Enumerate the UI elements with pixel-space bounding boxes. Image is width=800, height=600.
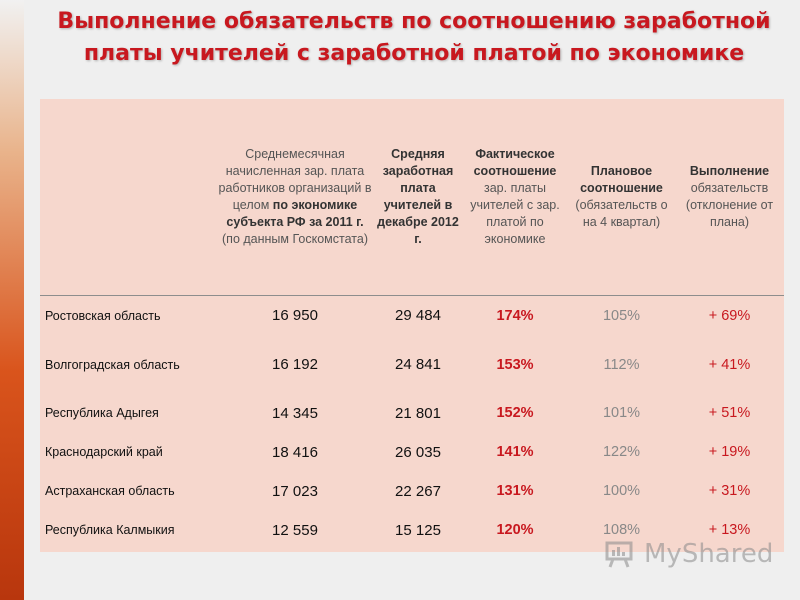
region-name: Волгоградская область [40, 335, 216, 394]
header-actual-ratio: Фактическое соотношение зар. платы учите… [462, 99, 568, 296]
header-teacher-wage: Средняя заработная плата учителей в дека… [374, 99, 462, 296]
actual-ratio-value: 120% [462, 510, 568, 549]
slide-title-line-1: Выполнение обязательств по соотношению з… [57, 9, 771, 34]
region-name: Ростовская область [40, 295, 216, 336]
planned-ratio-value: 100% [568, 471, 675, 511]
slide-title-line-2: платы учителей с заработной платой по эк… [83, 41, 745, 66]
teacher-wage-value: 26 035 [374, 432, 462, 472]
header-avg-wage-pre: Среднемесячная начисленная зар. плата ра… [218, 147, 372, 212]
planned-ratio-value: 101% [568, 393, 675, 433]
salary-table: Среднемесячная начисленная зар. плата ра… [40, 99, 784, 549]
region-name: Республика Адыгея [40, 393, 216, 433]
region-name: Краснодарский край [40, 432, 216, 472]
deviation-value: + 51% [675, 393, 784, 433]
region-name: Астраханская область [40, 471, 216, 511]
table-header-row: Среднемесячная начисленная зар. плата ра… [40, 99, 784, 296]
myshared-watermark: MyShared [604, 537, 774, 571]
header-actual-ratio-bold: Фактическое соотношение [473, 147, 557, 178]
actual-ratio-value: 152% [462, 393, 568, 433]
header-avg-wage-bold: по экономике субъекта РФ за 2011 г. [226, 198, 364, 229]
deviation-value: + 31% [675, 471, 784, 511]
actual-ratio-value: 131% [462, 471, 568, 511]
header-planned-ratio-bold: Плановое соотношение [580, 164, 663, 195]
actual-ratio-value: 153% [462, 335, 568, 394]
header-fulfillment: Выполнение обязательств (отклонение от п… [675, 99, 784, 296]
avg-wage-value: 16 950 [216, 295, 374, 336]
header-avg-wage: Среднемесячная начисленная зар. плата ра… [216, 99, 374, 296]
avg-wage-value: 17 023 [216, 471, 374, 511]
table-row: Астраханская область 17 023 22 267 131% … [40, 471, 784, 511]
teacher-wage-value: 24 841 [374, 335, 462, 394]
deviation-value: + 41% [675, 335, 784, 394]
salary-table-area: Среднемесячная начисленная зар. плата ра… [40, 99, 784, 552]
header-planned-ratio: Плановое соотношение (обязательств о на … [568, 99, 675, 296]
teacher-wage-value: 15 125 [374, 510, 462, 549]
avg-wage-value: 14 345 [216, 393, 374, 433]
table-row: Республика Адыгея 14 345 21 801 152% 101… [40, 393, 784, 433]
header-fulfillment-bold: Выполнение [689, 164, 770, 178]
teacher-wage-value: 21 801 [374, 393, 462, 433]
table-row: Краснодарский край 18 416 26 035 141% 12… [40, 432, 784, 472]
planned-ratio-value: 112% [568, 335, 675, 394]
slide-title: Выполнение обязательств по соотношению з… [40, 6, 788, 70]
teacher-wage-value: 29 484 [374, 295, 462, 336]
header-region [40, 99, 216, 296]
avg-wage-value: 18 416 [216, 432, 374, 472]
teacher-wage-value: 22 267 [374, 471, 462, 511]
watermark-text: MyShared [644, 539, 774, 569]
planned-ratio-value: 122% [568, 432, 675, 472]
avg-wage-value: 16 192 [216, 335, 374, 394]
header-fulfillment-text: обязательств (отклонение от плана) [685, 181, 774, 229]
actual-ratio-value: 141% [462, 432, 568, 472]
deviation-value: + 69% [675, 295, 784, 336]
actual-ratio-value: 174% [462, 295, 568, 336]
planned-ratio-value: 105% [568, 295, 675, 336]
avg-wage-value: 12 559 [216, 510, 374, 549]
table-row: Ростовская область 16 950 29 484 174% 10… [40, 295, 784, 336]
header-teacher-wage-text: Средняя заработная плата учителей в дека… [377, 147, 459, 246]
header-actual-ratio-text: зар. платы учителей с зар. платой по эко… [470, 181, 560, 246]
slide-side-accent [0, 0, 24, 600]
region-name: Республика Калмыкия [40, 510, 216, 549]
table-row: Республика Калмыкия 12 559 15 125 120% 1… [40, 510, 784, 549]
presentation-board-icon [604, 540, 634, 576]
table-row: Волгоградская область 16 192 24 841 153%… [40, 335, 784, 394]
header-avg-wage-post: (по данным Госкомстата) [222, 232, 368, 246]
deviation-value: + 19% [675, 432, 784, 472]
header-planned-ratio-text: (обязательств о на 4 квартал) [575, 198, 668, 229]
deviation-value: + 13% [675, 510, 784, 549]
